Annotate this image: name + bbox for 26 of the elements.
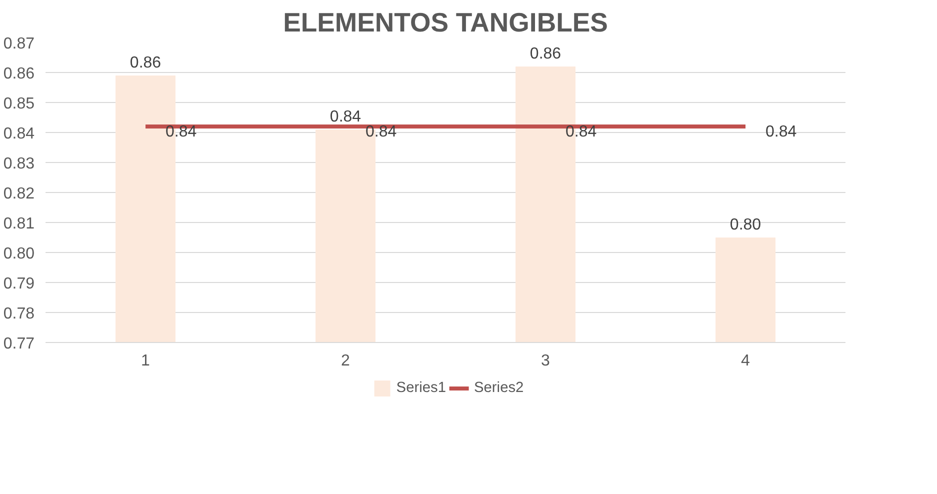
y-tick-label: 0.87	[3, 36, 35, 52]
x-tick-label: 1	[141, 352, 150, 370]
y-tick-label: 0.77	[3, 336, 35, 352]
y-tick-label: 0.84	[3, 126, 35, 142]
data-label: 0.84	[366, 124, 397, 140]
x-tick-label: 3	[541, 352, 550, 370]
y-tick-label: 0.78	[3, 306, 35, 322]
y-tick-label: 0.81	[3, 216, 35, 232]
data-label: 0.80	[730, 216, 762, 234]
data-label: 0.86	[530, 46, 562, 62]
y-tick-label: 0.85	[3, 96, 35, 112]
y-tick-label: 0.83	[3, 156, 35, 172]
data-label: 0.84	[566, 124, 597, 140]
chart-title: ELEMENTOS TANGIBLES	[283, 8, 608, 38]
legend-label: Series2	[474, 380, 524, 396]
y-tick-label: 0.80	[3, 246, 35, 262]
data-label: 0.84	[330, 108, 362, 126]
x-tick-label: 2	[341, 352, 350, 370]
data-label: 0.86	[130, 54, 162, 72]
y-tick-label: 0.86	[3, 66, 35, 82]
y-tick-label: 0.82	[3, 186, 35, 202]
data-label: 0.84	[166, 124, 197, 140]
data-label: 0.84	[766, 124, 797, 140]
legend-label: Series1	[396, 380, 446, 396]
y-tick-label: 0.79	[3, 276, 35, 292]
x-tick-label: 4	[741, 352, 750, 370]
